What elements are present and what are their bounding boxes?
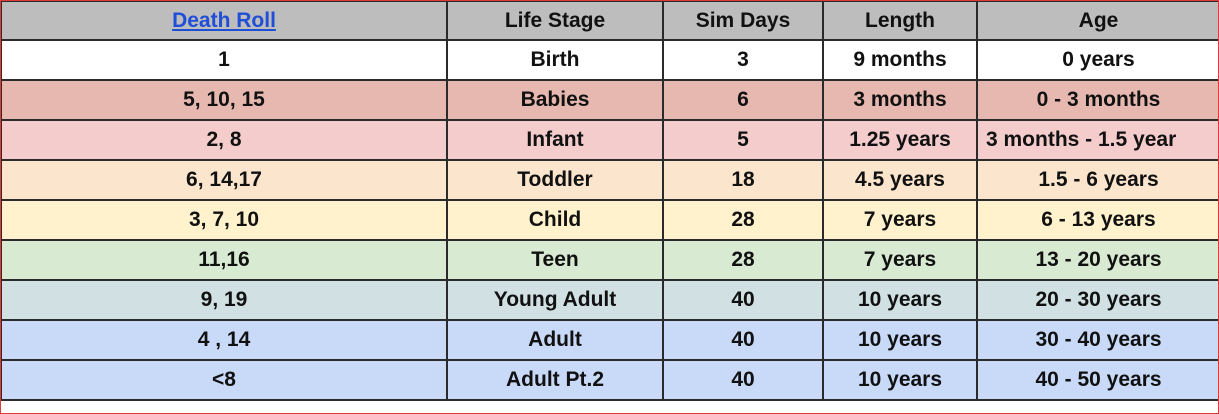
death-roll-cell[interactable]: 11,16 (1, 239, 448, 281)
sim-days-cell[interactable]: 40 (662, 359, 824, 401)
table-row: 5, 10, 15 Babies 6 3 months 0 - 3 months (1, 79, 1218, 121)
age-header: Age (976, 1, 1218, 41)
length-cell[interactable]: 3 months (822, 79, 978, 121)
length-cell[interactable]: 10 years (822, 279, 978, 321)
death-roll-cell[interactable]: <8 (1, 359, 448, 401)
death-roll-cell[interactable]: 2, 8 (1, 119, 448, 161)
length-cell[interactable]: 7 years (822, 239, 978, 281)
length-cell[interactable]: 10 years (822, 319, 978, 361)
table-row: 6, 14,17 Toddler 18 4.5 years 1.5 - 6 ye… (1, 159, 1218, 201)
length-cell[interactable]: 7 years (822, 199, 978, 241)
header-row: Death Roll Life Stage Sim Days Length Ag… (1, 1, 1218, 41)
life-stage-cell[interactable]: Adult Pt.2 (446, 359, 664, 401)
sim-days-cell[interactable]: 28 (662, 199, 824, 241)
death-roll-header-link[interactable]: Death Roll (1, 1, 448, 41)
length-header: Length (822, 1, 978, 41)
length-cell[interactable]: 9 months (822, 39, 978, 81)
age-cell[interactable]: 3 months - 1.5 year (976, 119, 1218, 161)
sim-days-cell[interactable]: 40 (662, 319, 824, 361)
life-stage-cell[interactable]: Child (446, 199, 664, 241)
length-cell[interactable]: 10 years (822, 359, 978, 401)
table-row: 4 , 14 Adult 40 10 years 30 - 40 years (1, 319, 1218, 361)
life-stage-cell[interactable]: Young Adult (446, 279, 664, 321)
age-cell[interactable]: 0 years (976, 39, 1218, 81)
life-stage-cell[interactable]: Teen (446, 239, 664, 281)
table-row: 2, 8 Infant 5 1.25 years 3 months - 1.5 … (1, 119, 1218, 161)
life-stage-cell[interactable]: Birth (446, 39, 664, 81)
age-cell[interactable]: 0 - 3 months (976, 79, 1218, 121)
death-roll-cell[interactable]: 4 , 14 (1, 319, 448, 361)
life-stage-cell[interactable]: Toddler (446, 159, 664, 201)
table-row: 3, 7, 10 Child 28 7 years 6 - 13 years (1, 199, 1218, 241)
death-roll-cell[interactable]: 6, 14,17 (1, 159, 448, 201)
age-cell[interactable]: 13 - 20 years (976, 239, 1218, 281)
age-cell[interactable]: 1.5 - 6 years (976, 159, 1218, 201)
life-stage-table: Death Roll Life Stage Sim Days Length Ag… (1, 1, 1218, 401)
table-row: 1 Birth 3 9 months 0 years (1, 39, 1218, 81)
age-cell[interactable]: 30 - 40 years (976, 319, 1218, 361)
death-roll-cell[interactable]: 9, 19 (1, 279, 448, 321)
length-cell[interactable]: 4.5 years (822, 159, 978, 201)
table-row: <8 Adult Pt.2 40 10 years 40 - 50 years (1, 359, 1218, 401)
age-cell[interactable]: 20 - 30 years (976, 279, 1218, 321)
sim-days-cell[interactable]: 6 (662, 79, 824, 121)
sim-days-cell[interactable]: 40 (662, 279, 824, 321)
life-stage-header: Life Stage (446, 1, 664, 41)
death-roll-cell[interactable]: 3, 7, 10 (1, 199, 448, 241)
sim-days-cell[interactable]: 5 (662, 119, 824, 161)
age-cell[interactable]: 40 - 50 years (976, 359, 1218, 401)
table-row: 9, 19 Young Adult 40 10 years 20 - 30 ye… (1, 279, 1218, 321)
death-roll-cell[interactable]: 5, 10, 15 (1, 79, 448, 121)
length-cell[interactable]: 1.25 years (822, 119, 978, 161)
sim-days-cell[interactable]: 3 (662, 39, 824, 81)
life-stage-cell[interactable]: Adult (446, 319, 664, 361)
life-stage-cell[interactable]: Babies (446, 79, 664, 121)
table-row: 11,16 Teen 28 7 years 13 - 20 years (1, 239, 1218, 281)
life-stage-cell[interactable]: Infant (446, 119, 664, 161)
age-cell[interactable]: 6 - 13 years (976, 199, 1218, 241)
death-roll-cell[interactable]: 1 (1, 39, 448, 81)
sim-days-cell[interactable]: 28 (662, 239, 824, 281)
sim-days-cell[interactable]: 18 (662, 159, 824, 201)
sim-days-header: Sim Days (662, 1, 824, 41)
